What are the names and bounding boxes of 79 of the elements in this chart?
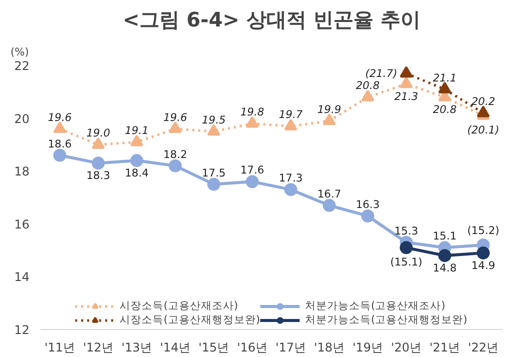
point	[130, 154, 144, 168]
y-tick-label: 16	[14, 217, 30, 232]
point	[92, 156, 105, 170]
data-label: (21.7)	[365, 66, 398, 80]
x-tick-label: '14년	[160, 340, 191, 354]
x-tick-label: '18년	[314, 340, 345, 354]
point	[53, 122, 66, 134]
data-label: 18.6	[48, 137, 72, 150]
point	[246, 175, 259, 188]
data-label: 20.2	[471, 95, 496, 108]
data-label: 16.7	[317, 187, 342, 200]
point	[476, 246, 490, 260]
y-tick-label: 22	[14, 59, 30, 73]
x-tick-label: '19년	[352, 340, 384, 354]
data-label: 19.9	[317, 102, 342, 116]
data-label: 20.8	[432, 103, 457, 116]
legend-label: 처분가능소득(고용산재조사)	[305, 299, 446, 313]
point	[284, 183, 298, 196]
y-axis-title: (%)	[10, 46, 29, 58]
x-tick-label: '11년	[44, 340, 76, 354]
y-tick-label: 12	[14, 323, 30, 337]
data-label: 17.3	[278, 172, 303, 185]
point	[322, 114, 336, 126]
chart-title: <그림 6-4> 상대적 빈곤율 추이	[122, 8, 420, 32]
legend-label: 시장소득(고용산재조사)	[120, 299, 238, 313]
point	[322, 198, 336, 212]
point	[168, 122, 182, 134]
point	[438, 82, 452, 94]
data-label: (15.2)	[467, 224, 500, 238]
data-label: 19.8	[240, 106, 264, 119]
data-label: 19.0	[86, 126, 110, 140]
data-label: 18.4	[124, 166, 149, 180]
point	[361, 209, 374, 222]
point	[207, 178, 220, 191]
data-label: 14.9	[471, 258, 496, 272]
point	[92, 137, 105, 149]
y-tick-label: 20	[14, 112, 30, 126]
data-label: 19.1	[124, 124, 149, 138]
data-label: 21.1	[432, 71, 457, 84]
x-tick-label: '13년	[121, 340, 152, 354]
data-label: 17.5	[202, 166, 226, 180]
legend-label: 시장소득(고용산재행정보완)	[120, 313, 260, 327]
data-label: (15.1)	[390, 256, 422, 269]
legend-label: 처분가능소득(고용산재행정보완)	[305, 313, 468, 327]
data-label: 17.6	[240, 164, 264, 177]
x-tick-label: '21년	[429, 340, 460, 354]
point	[207, 124, 220, 136]
data-label: (20.1)	[467, 124, 500, 137]
point	[246, 116, 259, 128]
data-label: 14.8	[432, 262, 457, 275]
data-label: 21.3	[394, 90, 418, 103]
data-label: 19.6	[48, 110, 72, 124]
point	[130, 134, 144, 146]
point	[400, 76, 413, 88]
x-tick-label: '22년	[468, 340, 499, 354]
data-label: 20.8	[356, 79, 380, 92]
data-label: 15.3	[394, 224, 418, 238]
data-label: 19.6	[163, 110, 188, 124]
point	[438, 249, 452, 262]
x-tick-label: '17년	[275, 340, 306, 354]
data-label: 15.1	[432, 230, 457, 243]
data-label: 19.5	[202, 114, 226, 126]
point	[53, 148, 66, 162]
data-label: 19.7	[278, 108, 303, 122]
x-tick-label: '20년	[390, 340, 422, 354]
data-label: 18.3	[86, 169, 110, 182]
point	[168, 159, 182, 172]
x-tick-label: '16년	[236, 340, 268, 354]
data-label: 16.3	[356, 198, 380, 211]
data-label: 18.2	[163, 148, 188, 161]
point	[400, 66, 413, 78]
y-tick-label: 18	[14, 164, 30, 179]
point	[361, 90, 374, 102]
y-tick-label: 14	[14, 270, 30, 284]
point	[400, 241, 413, 254]
x-tick-label: '12년	[82, 340, 114, 354]
point	[284, 118, 298, 130]
x-tick-label: '15년	[198, 340, 230, 354]
point	[476, 106, 490, 118]
